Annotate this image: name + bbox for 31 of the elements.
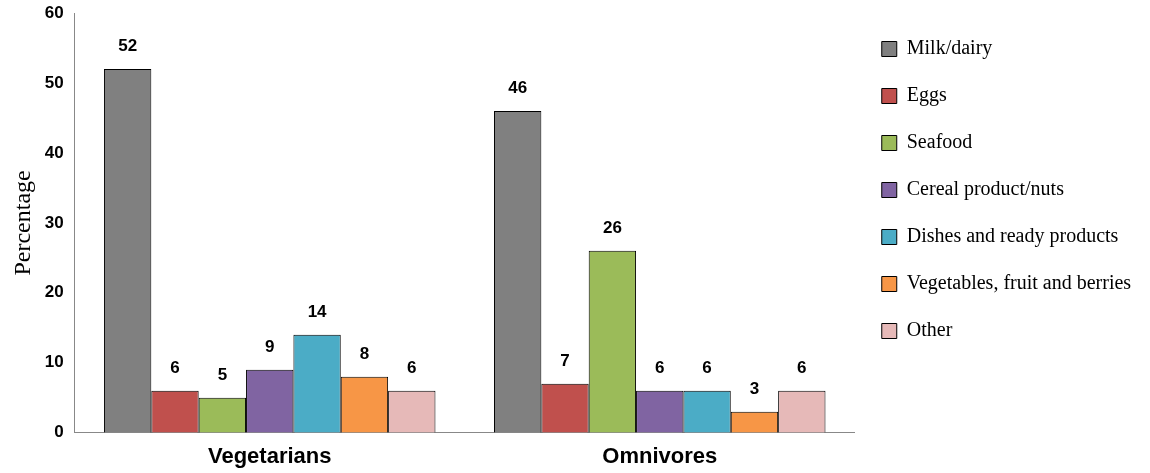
y-tick-label: 10 — [44, 352, 64, 372]
legend-label: Vegetables, fruit and berries — [906, 271, 1132, 295]
data-label: 8 — [359, 343, 370, 363]
y-axis-title: Percentage — [8, 170, 35, 276]
legend-label: Milk/dairy — [906, 36, 993, 60]
legend-label: Eggs — [906, 83, 947, 107]
legend-label: Other — [906, 318, 953, 341]
data-label: 6 — [170, 357, 180, 377]
data-label: 6 — [702, 357, 712, 377]
y-tick-label: 0 — [54, 422, 64, 442]
y-tick-label: 20 — [44, 282, 64, 302]
x-tick-label: Omnivores — [602, 442, 718, 468]
data-label: 5 — [217, 364, 228, 384]
data-label: 52 — [118, 36, 138, 56]
data-label: 6 — [407, 357, 417, 377]
data-label: 3 — [749, 378, 760, 398]
legend-label: Seafood — [906, 130, 973, 153]
data-label: 6 — [797, 357, 807, 377]
y-tick-label: 60 — [44, 2, 64, 22]
legend-label: Cereal product/nuts — [906, 177, 1065, 201]
x-tick-label: Vegetarians — [207, 442, 332, 468]
data-label: 14 — [307, 301, 328, 321]
y-tick-label: 30 — [44, 212, 64, 232]
data-label: 6 — [655, 357, 665, 377]
data-label: 7 — [560, 350, 570, 370]
data-label: 46 — [508, 78, 528, 98]
y-tick-label: 40 — [44, 142, 64, 162]
legend-label: Dishes and ready products — [906, 224, 1119, 248]
y-tick-label: 50 — [44, 72, 64, 92]
data-label: 9 — [264, 336, 275, 356]
data-label: 26 — [602, 218, 622, 238]
